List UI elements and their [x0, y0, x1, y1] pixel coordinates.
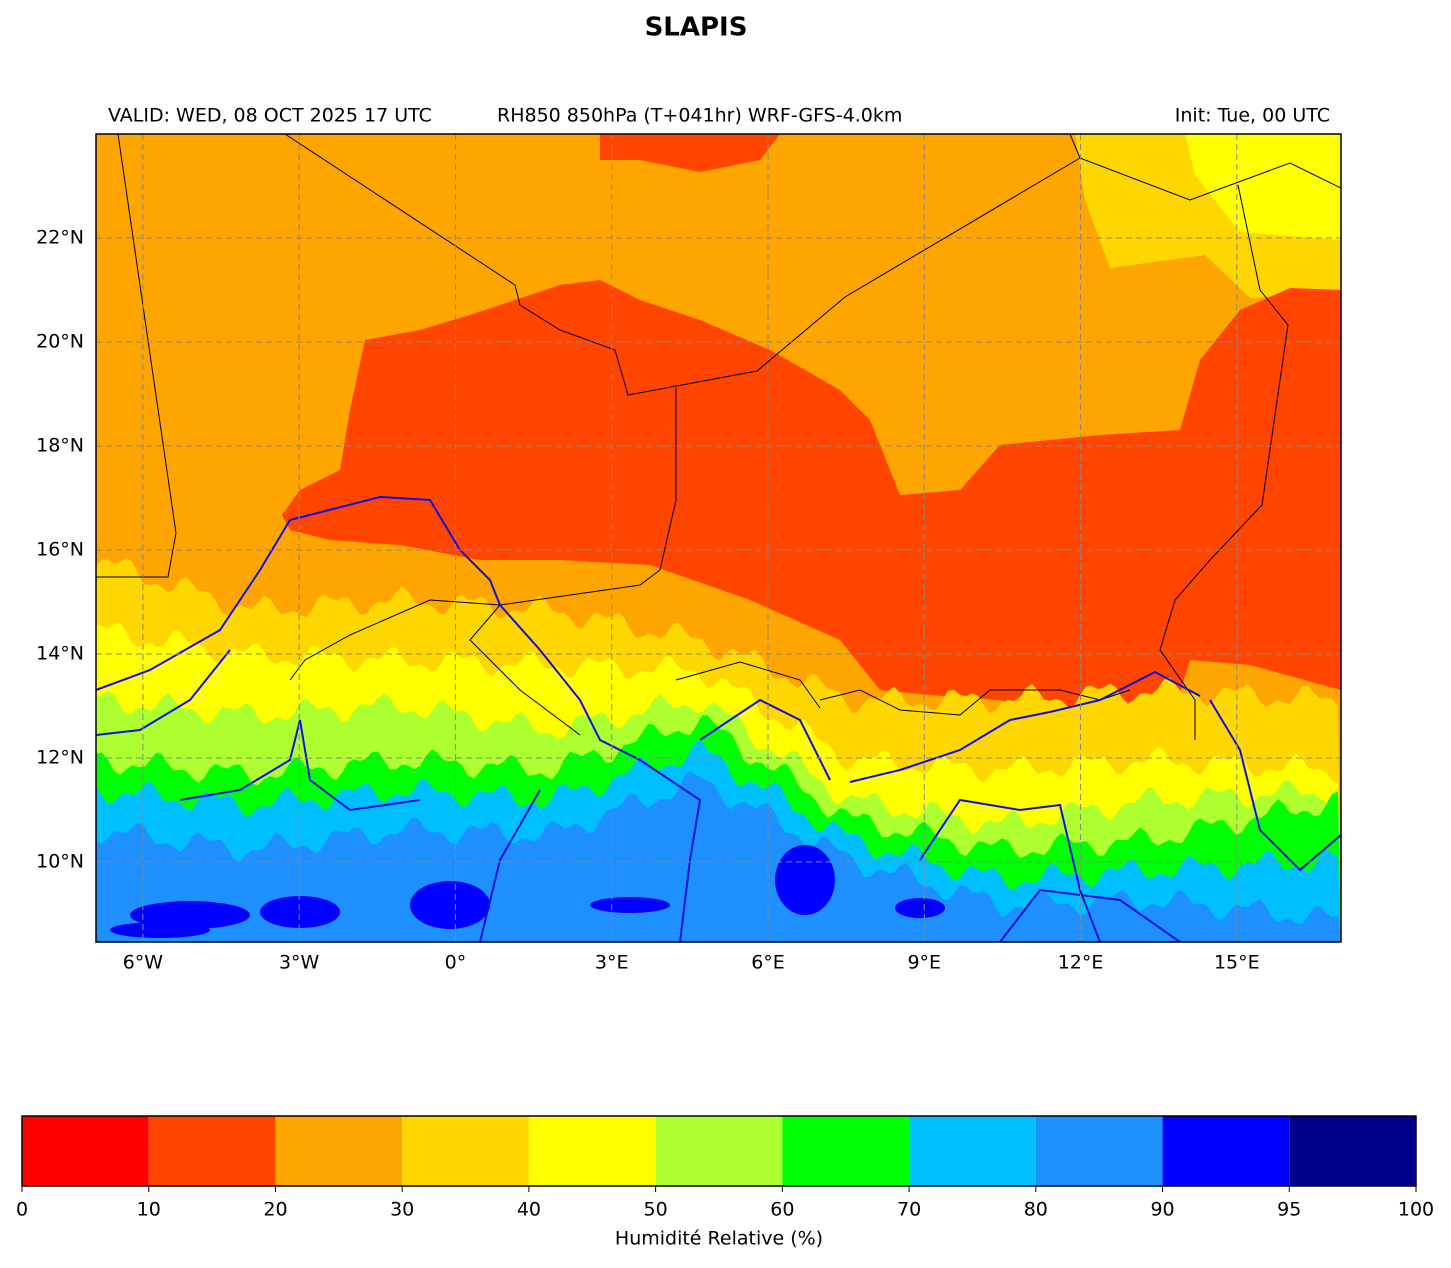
- colorbar: 0 10 20 30 40 50 60 70 80 90 95 100: [16, 1115, 1434, 1221]
- colorbar-segment: [1035, 1116, 1163, 1186]
- y-tick-label: 18°N: [36, 434, 84, 456]
- field-blob: [895, 898, 945, 918]
- y-tick-label: 16°N: [36, 538, 84, 560]
- y-tick-label: 12°N: [36, 746, 84, 768]
- colorbar-label: Humidité Relative (%): [615, 1228, 823, 1250]
- colorbar-segment: [782, 1116, 910, 1186]
- y-tick-label: 20°N: [36, 330, 84, 352]
- country-border: [675, 661, 821, 709]
- title: SLAPIS: [645, 13, 748, 43]
- country-border: [284, 134, 1341, 396]
- y-tick-label: 10°N: [36, 850, 84, 872]
- colorbar-tick-label: 60: [770, 1199, 794, 1221]
- humidity-field: [96, 134, 1341, 942]
- header-valid: VALID: WED, 08 OCT 2025 17 UTC: [108, 105, 432, 127]
- river: [849, 670, 1201, 783]
- x-tick-label: 9°E: [907, 952, 941, 974]
- river: [96, 495, 702, 942]
- colorbar-tick-label: 40: [517, 1199, 541, 1221]
- x-tick-label: 3°E: [595, 952, 629, 974]
- x-tick-label: 12°E: [1058, 952, 1104, 974]
- colorbar-segment: [22, 1116, 149, 1186]
- colorbar-segment: [655, 1116, 783, 1186]
- colorbar-tick-label: 10: [137, 1199, 161, 1221]
- field-blob: [260, 896, 340, 928]
- colorbar-frame: [21, 1115, 1417, 1187]
- axes: 6°W 3°W 0° 3°E 6°E 9°E 12°E 15°E 10°N 12°N 14°N 16°…: [36, 226, 1260, 973]
- colorbar-segment: [275, 1116, 403, 1186]
- colorbar-tick-label: 70: [897, 1199, 921, 1221]
- colorbar-tick-label: 100: [1398, 1199, 1434, 1221]
- colorbar-segment: [528, 1116, 656, 1186]
- map-lines: [96, 134, 1341, 942]
- colorbar-tick-label: 90: [1150, 1199, 1174, 1221]
- country-border: [96, 134, 177, 578]
- country-border: [469, 604, 581, 736]
- country-border: [819, 689, 1131, 716]
- river: [96, 649, 231, 736]
- field-band: [96, 771, 1341, 942]
- colorbar-segment: [148, 1116, 276, 1186]
- field-patch: [600, 134, 780, 172]
- field-patch: [1185, 134, 1341, 240]
- field-blob: [410, 881, 490, 929]
- field-patch: [282, 280, 1341, 760]
- country-border: [1069, 134, 1081, 159]
- header-init: Init: Tue, 00 UTC: [1175, 105, 1330, 127]
- x-tick-label: 0°: [445, 952, 467, 974]
- map-frame: [95, 133, 1342, 943]
- header-product: RH850 850hPa (T+041hr) WRF-GFS-4.0km: [497, 105, 902, 127]
- river: [1209, 699, 1341, 872]
- colorbar-segment: [402, 1116, 529, 1186]
- colorbar-segment: [1162, 1116, 1290, 1186]
- field-blob: [590, 897, 670, 913]
- x-tick-label: 6°W: [123, 952, 164, 974]
- colorbar-segment: [1289, 1116, 1416, 1186]
- colorbar-tick-label: 95: [1277, 1199, 1301, 1221]
- y-tick-label: 14°N: [36, 642, 84, 664]
- colorbar-tick-label: 80: [1024, 1199, 1048, 1221]
- river: [479, 789, 541, 942]
- field-blob: [775, 845, 835, 915]
- x-tick-label: 3°W: [279, 952, 320, 974]
- colorbar-segment: [909, 1116, 1036, 1186]
- colorbar-tick-label: 0: [16, 1199, 28, 1221]
- river: [999, 888, 1181, 942]
- field-blob: [110, 922, 210, 938]
- x-tick-label: 6°E: [751, 952, 785, 974]
- colorbar-tick-label: 30: [390, 1199, 414, 1221]
- country-border: [1159, 184, 1289, 740]
- river: [699, 698, 831, 781]
- river: [179, 719, 421, 812]
- x-tick-label: 15°E: [1214, 952, 1260, 974]
- river: [919, 798, 1101, 942]
- y-tick-label: 22°N: [36, 226, 84, 248]
- colorbar-tick-label: 50: [644, 1199, 668, 1221]
- colorbar-tick-label: 20: [263, 1199, 287, 1221]
